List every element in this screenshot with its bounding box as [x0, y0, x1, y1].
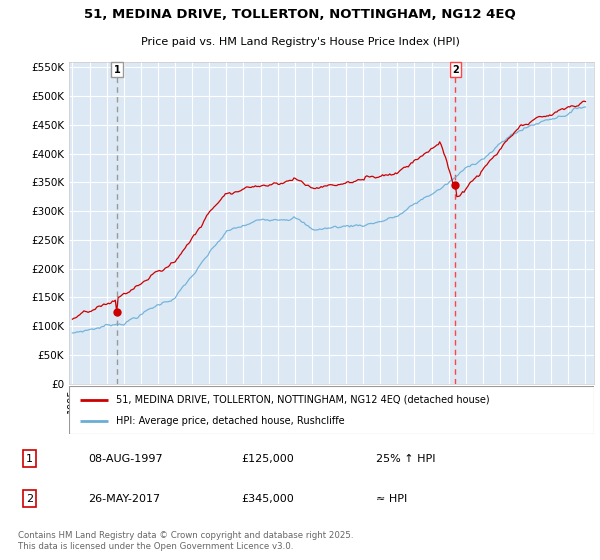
Text: 25% ↑ HPI: 25% ↑ HPI — [376, 454, 436, 464]
Text: £125,000: £125,000 — [241, 454, 294, 464]
Text: 26-MAY-2017: 26-MAY-2017 — [88, 493, 160, 503]
Text: £345,000: £345,000 — [241, 493, 294, 503]
Text: Contains HM Land Registry data © Crown copyright and database right 2025.
This d: Contains HM Land Registry data © Crown c… — [18, 531, 353, 551]
Text: 2: 2 — [452, 64, 459, 74]
Text: HPI: Average price, detached house, Rushcliffe: HPI: Average price, detached house, Rush… — [116, 416, 345, 426]
Text: 1: 1 — [26, 454, 33, 464]
Text: Price paid vs. HM Land Registry's House Price Index (HPI): Price paid vs. HM Land Registry's House … — [140, 37, 460, 47]
Text: 2: 2 — [26, 493, 33, 503]
Text: ≈ HPI: ≈ HPI — [376, 493, 407, 503]
Text: 51, MEDINA DRIVE, TOLLERTON, NOTTINGHAM, NG12 4EQ (detached house): 51, MEDINA DRIVE, TOLLERTON, NOTTINGHAM,… — [116, 395, 490, 405]
Text: 1: 1 — [113, 64, 120, 74]
Text: 51, MEDINA DRIVE, TOLLERTON, NOTTINGHAM, NG12 4EQ: 51, MEDINA DRIVE, TOLLERTON, NOTTINGHAM,… — [84, 7, 516, 21]
Text: 08-AUG-1997: 08-AUG-1997 — [88, 454, 163, 464]
